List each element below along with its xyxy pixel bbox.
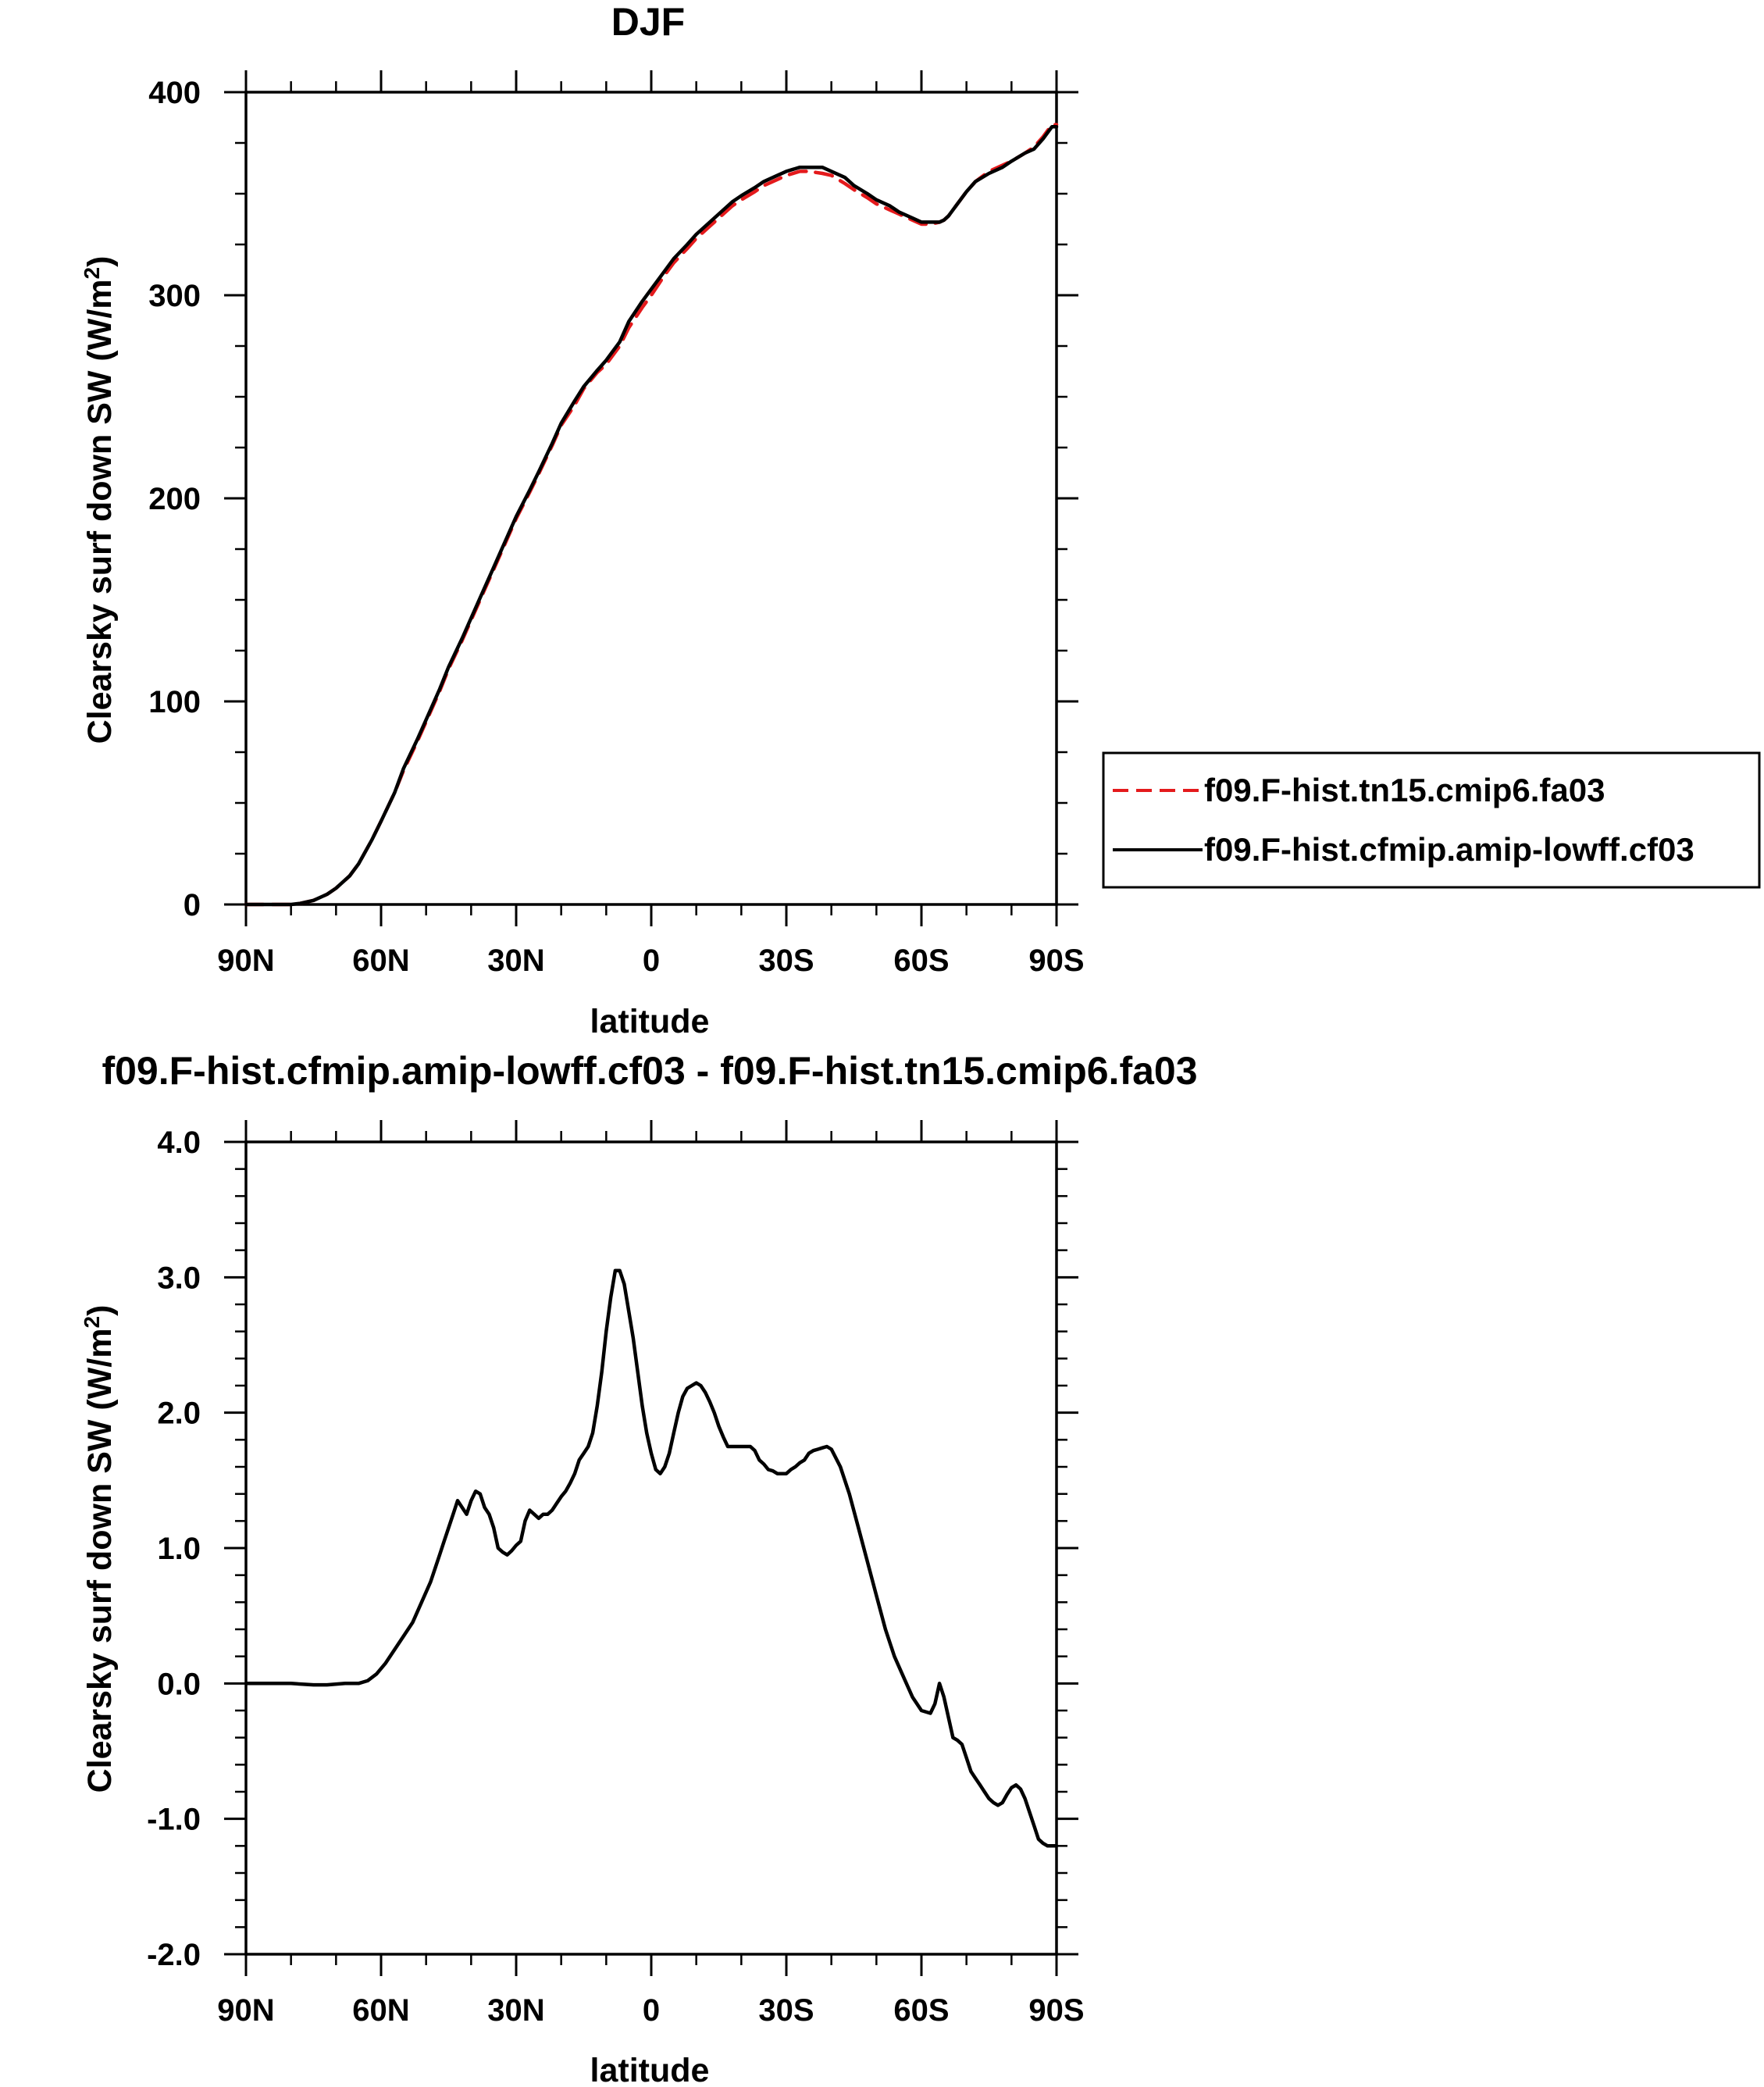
x-tick-label: 90S: [1028, 1993, 1084, 2028]
series-line-1: [244, 1268, 1059, 1848]
y-tick-label: 1.0: [157, 1532, 201, 1566]
y-tick-label: 400: [148, 76, 201, 110]
y-axis-label-top: Clearsky surf down SW (W/m2): [80, 256, 119, 744]
x-tick-label: 30S: [758, 944, 814, 978]
legend-box: [1102, 751, 1761, 889]
y-tick-label: 3.0: [157, 1261, 201, 1295]
x-tick-label: 60N: [352, 944, 409, 978]
x-tick-label: 90N: [217, 944, 274, 978]
legend-label-fa03: f09.F-hist.tn15.cmip6.fa03: [1204, 772, 1605, 808]
panel-bottom: f09.F-hist.cfmip.amip-lowff.cf03 - f09.F…: [80, 1049, 1198, 2087]
x-tick-label: 60S: [893, 944, 949, 978]
plot-frame: [244, 91, 1058, 906]
y-tick-label: 100: [148, 685, 201, 719]
x-tick-label: 0: [643, 1993, 660, 2028]
x-tick-label: 0: [643, 944, 660, 978]
x-axis-label-top: latitude: [590, 1003, 710, 1040]
chart-title-bottom: f09.F-hist.cfmip.amip-lowff.cf03 - f09.F…: [102, 1049, 1197, 1093]
y-tick-label: 300: [148, 279, 201, 313]
y-tick-label: 0: [184, 888, 201, 922]
y-axis-label-bottom: Clearsky surf down SW (W/m2): [80, 1305, 119, 1793]
panel-top: DJF 90N 60N 30N 0 30S 60S 90S 0 100 200 300 400 lat…: [80, 0, 1761, 1040]
panel-bottom-series: [244, 1268, 1059, 1848]
x-tick-label: 90N: [217, 1993, 274, 2028]
legend: f09.F-hist.tn15.cmip6.fa03 f09.F-hist.cf…: [1102, 751, 1761, 889]
panel-top-axes: 90N 60N 30N 0 30S 60S 90S 0 100 200 300 400: [148, 70, 1085, 978]
series-line-2: [244, 124, 1059, 907]
x-tick-label: 90S: [1028, 944, 1084, 978]
y-tick-label: 200: [148, 482, 201, 516]
panel-top-series: [244, 123, 1059, 907]
chart-title-top: DJF: [611, 0, 685, 44]
series-line-1: [244, 123, 1059, 907]
y-tick-label: 2.0: [157, 1397, 201, 1431]
y-tick-label: -2.0: [147, 1938, 201, 1972]
panel-bottom-axes: 90N 60N 30N 0 30S 60S 90S -2.0 -1.0 0.0 1.0 2.0 3.0 4…: [147, 1120, 1085, 2028]
legend-label-cf03: f09.F-hist.cfmip.amip-lowff.cf03: [1204, 831, 1695, 868]
y-tick-label: 0.0: [157, 1667, 201, 1701]
x-tick-label: 30S: [758, 1993, 814, 2028]
y-tick-label: -1.0: [147, 1803, 201, 1837]
x-tick-label: 60N: [352, 1993, 409, 2028]
y-tick-label: 4.0: [157, 1126, 201, 1160]
x-axis-label-bottom: latitude: [590, 2052, 710, 2087]
x-tick-label: 30N: [487, 944, 544, 978]
x-tick-label: 30N: [487, 1993, 544, 2028]
plot-frame: [244, 1140, 1058, 1956]
x-tick-label: 60S: [893, 1993, 949, 2028]
